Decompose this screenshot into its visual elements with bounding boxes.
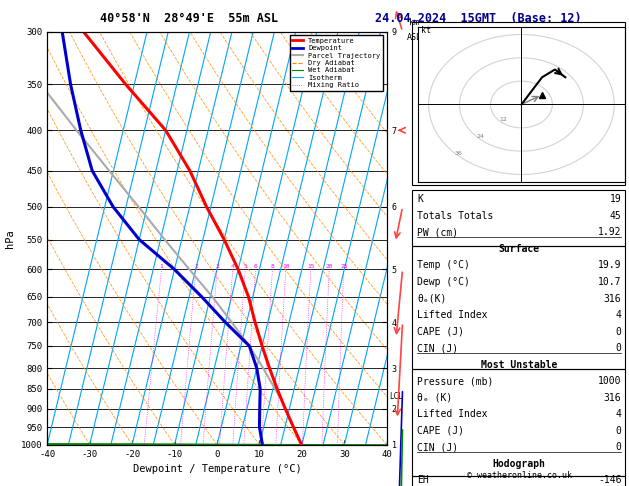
Text: PW (cm): PW (cm) — [417, 227, 458, 238]
Text: 3: 3 — [215, 264, 219, 269]
Text: Pressure (mb): Pressure (mb) — [417, 376, 493, 386]
Text: 8: 8 — [270, 264, 274, 269]
Text: 15: 15 — [307, 264, 314, 269]
Text: 1.92: 1.92 — [598, 227, 621, 238]
Text: 20: 20 — [325, 264, 333, 269]
Text: 10.7: 10.7 — [598, 277, 621, 287]
Text: Most Unstable: Most Unstable — [481, 360, 557, 370]
Text: 316: 316 — [604, 393, 621, 403]
Text: 5: 5 — [243, 264, 247, 269]
Text: θₑ(K): θₑ(K) — [417, 294, 447, 304]
Text: 1000: 1000 — [598, 376, 621, 386]
Text: 24.04.2024  15GMT  (Base: 12): 24.04.2024 15GMT (Base: 12) — [375, 12, 581, 25]
Text: 24: 24 — [477, 134, 485, 139]
Text: Lifted Index: Lifted Index — [417, 409, 487, 419]
Text: 36: 36 — [455, 151, 462, 156]
Text: Dewp (°C): Dewp (°C) — [417, 277, 470, 287]
Text: CAPE (J): CAPE (J) — [417, 426, 464, 436]
Text: 2: 2 — [194, 264, 198, 269]
Text: 12: 12 — [499, 117, 507, 122]
Text: © weatheronline.co.uk: © weatheronline.co.uk — [467, 471, 572, 480]
Text: LCL: LCL — [389, 392, 403, 401]
Text: 19: 19 — [610, 194, 621, 205]
Text: 0: 0 — [616, 426, 621, 436]
Text: km: km — [409, 18, 419, 27]
Text: ASL: ASL — [406, 33, 421, 42]
Text: CAPE (J): CAPE (J) — [417, 327, 464, 337]
Text: K: K — [417, 194, 423, 205]
Text: 0: 0 — [616, 343, 621, 353]
Text: 6: 6 — [253, 264, 257, 269]
Text: 316: 316 — [604, 294, 621, 304]
Text: Surface: Surface — [499, 244, 540, 254]
Text: 40°58'N  28°49'E  55m ASL: 40°58'N 28°49'E 55m ASL — [99, 12, 278, 25]
Legend: Temperature, Dewpoint, Parcel Trajectory, Dry Adiabat, Wet Adiabat, Isotherm, Mi: Temperature, Dewpoint, Parcel Trajectory… — [289, 35, 383, 91]
Text: 4: 4 — [616, 310, 621, 320]
Text: CIN (J): CIN (J) — [417, 442, 458, 452]
Text: 25: 25 — [340, 264, 347, 269]
Text: Totals Totals: Totals Totals — [417, 211, 493, 221]
Text: 0: 0 — [616, 442, 621, 452]
Text: 4: 4 — [616, 409, 621, 419]
Text: EH: EH — [417, 475, 429, 486]
Text: Lifted Index: Lifted Index — [417, 310, 487, 320]
Text: 4: 4 — [231, 264, 235, 269]
Text: Temp (°C): Temp (°C) — [417, 260, 470, 271]
Text: CIN (J): CIN (J) — [417, 343, 458, 353]
Text: 45: 45 — [610, 211, 621, 221]
Text: Hodograph: Hodograph — [493, 459, 546, 469]
X-axis label: Dewpoint / Temperature (°C): Dewpoint / Temperature (°C) — [133, 464, 301, 474]
Y-axis label: hPa: hPa — [5, 229, 15, 247]
Text: θₑ (K): θₑ (K) — [417, 393, 452, 403]
Text: kt: kt — [421, 26, 431, 35]
Text: 1: 1 — [160, 264, 164, 269]
Text: 19.9: 19.9 — [598, 260, 621, 271]
Text: 10: 10 — [282, 264, 289, 269]
Text: 0: 0 — [616, 327, 621, 337]
Text: -146: -146 — [598, 475, 621, 486]
